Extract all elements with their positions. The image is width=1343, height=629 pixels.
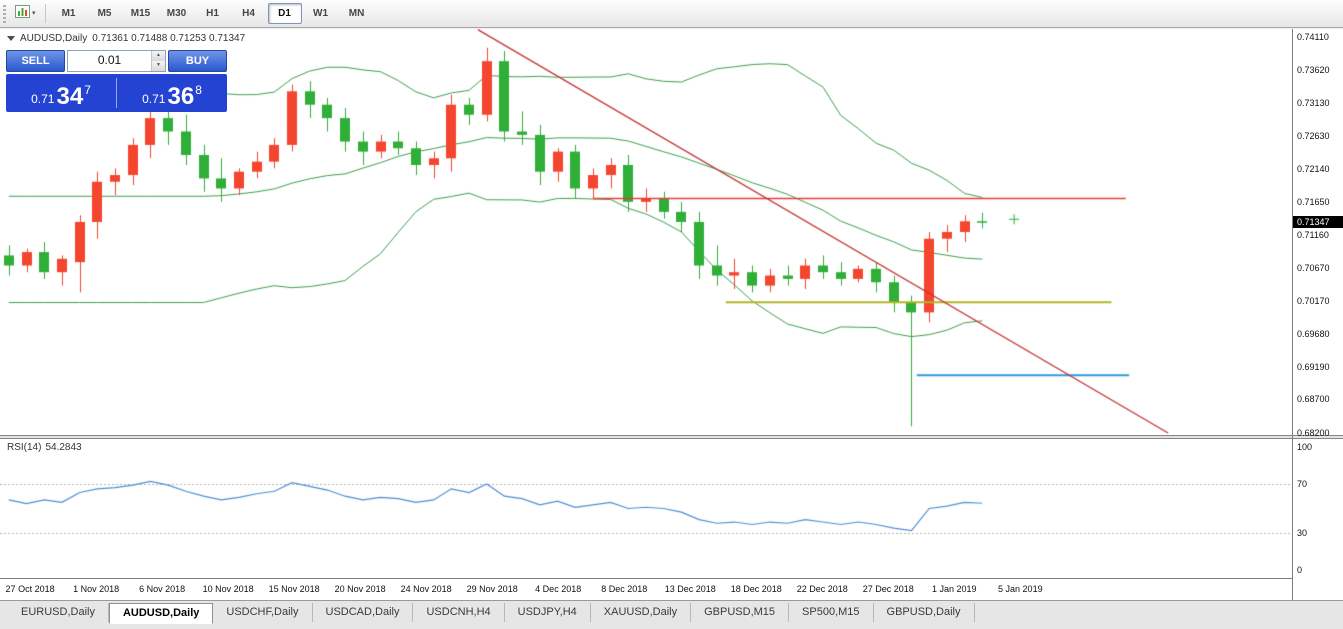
timeframe-button-mn[interactable]: MN xyxy=(348,8,365,19)
chart-tab-gbpusd-daily[interactable]: GBPUSD,Daily xyxy=(874,603,975,622)
price-axis-label: 0.70670 xyxy=(1297,262,1330,273)
price-divider xyxy=(116,78,117,108)
chart-tab-xauusd-daily[interactable]: XAUUSD,Daily xyxy=(591,603,692,622)
rsi-axis-label: 0 xyxy=(1297,565,1303,575)
rsi-axis-label: 30 xyxy=(1297,528,1308,539)
timeframe-button-group: M1 M5 M15 M30 H1 H4 D1 W1 MN xyxy=(51,3,375,24)
buy-button[interactable]: BUY xyxy=(168,50,227,72)
chart-tab-sp500-m15[interactable]: SP500,M15 xyxy=(789,603,874,622)
price-axis-label: 0.71160 xyxy=(1297,229,1329,240)
volume-up-button[interactable]: ▲ xyxy=(152,51,165,61)
chart-tab-gbpusd-m15[interactable]: GBPUSD,M15 xyxy=(691,603,790,622)
date-axis-label: 20 Nov 2018 xyxy=(334,584,386,594)
new-chart-icon xyxy=(15,4,30,23)
chart-header: AUDUSD,Daily 0.71361 0.71488 0.71253 0.7… xyxy=(7,33,245,44)
price-axis-label: 0.69680 xyxy=(1297,328,1330,339)
price-axis-label: 0.70170 xyxy=(1297,296,1330,306)
price-axis-label: 0.69190 xyxy=(1297,361,1330,372)
date-axis-label: 6 Nov 2018 xyxy=(139,584,186,594)
current-price-tag: 0.71347 xyxy=(1293,216,1343,229)
new-chart-button[interactable]: ▾ xyxy=(11,3,40,25)
chart-tab-usdcad-daily[interactable]: USDCAD,Daily xyxy=(313,603,414,622)
timeframe-button-d1[interactable]: D1 xyxy=(267,3,302,24)
toolbar-drag-handle[interactable] xyxy=(3,4,6,23)
date-axis-label: 15 Nov 2018 xyxy=(268,584,320,594)
price-axis-label: 0.68200 xyxy=(1297,427,1330,438)
panel-splitter[interactable] xyxy=(0,435,1343,439)
chart-tab-usdjpy-h4[interactable]: USDJPY,H4 xyxy=(505,603,591,622)
date-axis-label: 29 Nov 2018 xyxy=(466,584,518,594)
chart-symbol-label: AUDUSD,Daily xyxy=(20,33,88,44)
timeframe-button-h4[interactable]: H4 xyxy=(242,8,255,19)
dropdown-caret-icon: ▾ xyxy=(32,10,36,17)
timeframe-button-w1[interactable]: W1 xyxy=(313,8,329,19)
volume-input[interactable]: 0.01 ▲ ▼ xyxy=(67,50,166,72)
date-axis-label: 10 Nov 2018 xyxy=(202,584,254,594)
price-axis-label: 0.73130 xyxy=(1297,97,1330,108)
price-axis-label: 0.73620 xyxy=(1297,64,1330,75)
bid-price[interactable]: 0.71 34 7 xyxy=(6,74,116,112)
rsi-indicator-header: RSI(14) 54.2843 xyxy=(7,442,82,453)
price-axis[interactable]: 0.74110 0.73620 0.73130 0.72630 0.72140 0.716… xyxy=(1292,29,1343,600)
bid-price-pips: 34 xyxy=(56,83,84,111)
chart-tab-usdcnh-h4[interactable]: USDCNH,H4 xyxy=(413,603,505,622)
date-axis-label: 5 Jan 2019 xyxy=(998,584,1043,594)
chart-ohlc-values: 0.71361 0.71488 0.71253 0.71347 xyxy=(92,33,246,44)
date-axis-label: 27 Oct 2018 xyxy=(5,584,55,594)
bid-price-point: 7 xyxy=(84,83,91,97)
chart-tab-audusd-daily[interactable]: AUDUSD,Daily xyxy=(108,603,214,624)
chart-tab-usdchf-daily[interactable]: USDCHF,Daily xyxy=(213,603,313,622)
timeframe-button-h1[interactable]: H1 xyxy=(206,8,219,19)
date-axis-label: 22 Dec 2018 xyxy=(796,584,848,594)
toolbar-separator xyxy=(44,4,46,23)
ask-price-prefix: 0.71 xyxy=(142,92,166,106)
chart-tab-bar: EURUSD,Daily AUDUSD,Daily USDCHF,Daily USDC… xyxy=(0,600,1343,629)
timeframe-button-m15[interactable]: M15 xyxy=(130,8,151,19)
volume-value[interactable]: 0.01 xyxy=(97,53,122,67)
price-axis-label: 0.74110 xyxy=(1297,32,1329,43)
volume-down-button[interactable]: ▼ xyxy=(152,61,165,71)
chart-window: AUDUSD,Daily 0.71361 0.71488 0.71253 0.7… xyxy=(0,29,1343,600)
date-axis[interactable]: 27 Oct 2018 1 Nov 2018 6 Nov 2018 10 Nov 20… xyxy=(0,578,1292,600)
sell-button[interactable]: SELL xyxy=(6,50,65,72)
date-axis-label: 8 Dec 2018 xyxy=(601,584,648,594)
chart-tab-eurusd-daily[interactable]: EURUSD,Daily xyxy=(8,603,109,622)
date-axis-label: 24 Nov 2018 xyxy=(400,584,452,594)
price-axis-label: 0.68700 xyxy=(1297,394,1330,405)
ask-price[interactable]: 0.71 36 8 xyxy=(117,74,227,112)
price-axis-label: 0.72630 xyxy=(1297,131,1330,142)
bid-price-prefix: 0.71 xyxy=(31,92,55,106)
rsi-axis-label: 100 xyxy=(1297,442,1313,452)
date-axis-label: 18 Dec 2018 xyxy=(730,584,782,594)
date-axis-label: 4 Dec 2018 xyxy=(535,584,582,594)
rsi-axis-label: 70 xyxy=(1297,478,1308,489)
date-axis-label: 27 Dec 2018 xyxy=(862,584,914,594)
one-click-collapse-icon[interactable] xyxy=(7,36,15,41)
date-axis-label: 13 Dec 2018 xyxy=(664,584,716,594)
date-axis-label: 1 Nov 2018 xyxy=(73,584,120,594)
rsi-indicator-name: RSI(14) xyxy=(7,442,42,453)
ask-price-point: 8 xyxy=(195,83,202,97)
price-axis-label: 0.72140 xyxy=(1297,164,1330,175)
date-axis-label: 1 Jan 2019 xyxy=(932,584,977,594)
timeframe-button-m5[interactable]: M5 xyxy=(97,8,112,19)
bid-ask-display: 0.71 34 7 0.71 36 8 xyxy=(6,74,227,112)
timeframe-button-m1[interactable]: M1 xyxy=(61,8,76,19)
timeframe-button-m30[interactable]: M30 xyxy=(166,8,187,19)
one-click-trading-panel: SELL 0.01 ▲ ▼ BUY 0.71 34 7 0.71 36 8 xyxy=(6,50,227,112)
rsi-indicator-value: 54.2843 xyxy=(45,442,82,453)
price-axis-label: 0.71650 xyxy=(1297,196,1330,207)
rsi-indicator-canvas[interactable] xyxy=(0,439,1292,578)
ask-price-pips: 36 xyxy=(167,83,195,111)
timeframes-toolbar: ▾ M1 M5 M15 M30 H1 H4 D1 W1 MN xyxy=(0,0,1343,28)
